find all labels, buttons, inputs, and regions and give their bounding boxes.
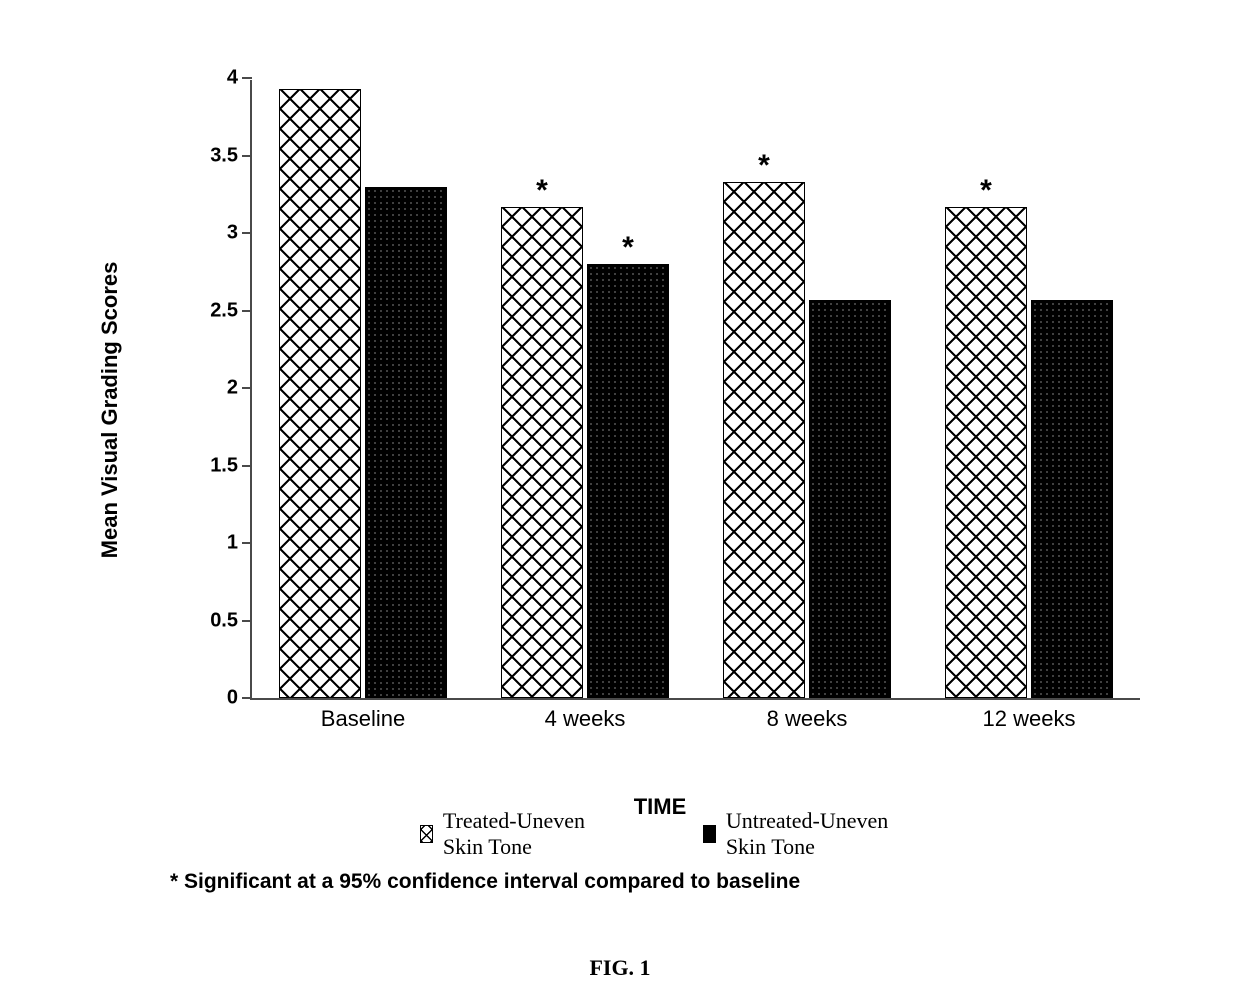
y-tick-label: 1.5: [210, 454, 238, 477]
y-tick: [242, 310, 252, 312]
diamond-pattern-icon: [420, 825, 433, 843]
bar: [1031, 300, 1113, 698]
y-tick-label: 0: [227, 687, 238, 710]
significance-marker: *: [536, 176, 548, 206]
y-tick: [242, 232, 252, 234]
bar: [365, 187, 447, 699]
legend-item-untreated: Untreated-Uneven Skin Tone: [703, 808, 900, 860]
y-tick: [242, 155, 252, 157]
bar-group: *12 weeks: [945, 207, 1113, 698]
footnote: * Significant at a 95% confidence interv…: [170, 870, 800, 894]
significance-marker: *: [758, 151, 770, 181]
bar: *: [945, 207, 1027, 698]
y-tick: [242, 387, 252, 389]
bar: *: [501, 207, 583, 698]
plot-area: 00.511.522.533.54 Baseline**4 weeks*8 we…: [250, 80, 1140, 700]
legend-label: Treated-Uneven Skin Tone: [443, 808, 603, 860]
bar-group: *8 weeks: [723, 182, 891, 698]
dotted-pattern-icon: [703, 825, 716, 843]
y-tick-label: 4: [227, 67, 238, 90]
y-tick: [242, 697, 252, 699]
category-label: 4 weeks: [545, 706, 626, 732]
bar-group: Baseline: [279, 89, 447, 698]
bar: [809, 300, 891, 698]
y-tick: [242, 465, 252, 467]
y-tick-label: 0.5: [210, 609, 238, 632]
chart-container: Mean Visual Grading Scores 00.511.522.53…: [180, 80, 1140, 740]
legend-label: Untreated-Uneven Skin Tone: [726, 808, 900, 860]
y-tick-label: 2: [227, 377, 238, 400]
significance-marker: *: [980, 176, 992, 206]
legend-item-treated: Treated-Uneven Skin Tone: [420, 808, 603, 860]
y-tick: [242, 77, 252, 79]
y-tick-label: 3: [227, 222, 238, 245]
legend: Treated-Uneven Skin Tone Untreated-Uneve…: [420, 808, 900, 860]
figure-label: FIG. 1: [589, 955, 650, 981]
bar: *: [723, 182, 805, 698]
y-axis-label: Mean Visual Grading Scores: [97, 262, 123, 559]
y-tick: [242, 542, 252, 544]
y-tick-label: 3.5: [210, 144, 238, 167]
bar: *: [587, 264, 669, 698]
bar-group: **4 weeks: [501, 207, 669, 698]
category-label: 12 weeks: [983, 706, 1076, 732]
y-tick-label: 1: [227, 532, 238, 555]
y-tick: [242, 620, 252, 622]
bar: [279, 89, 361, 698]
significance-marker: *: [622, 233, 634, 263]
y-tick-label: 2.5: [210, 299, 238, 322]
category-label: Baseline: [321, 706, 405, 732]
category-label: 8 weeks: [767, 706, 848, 732]
